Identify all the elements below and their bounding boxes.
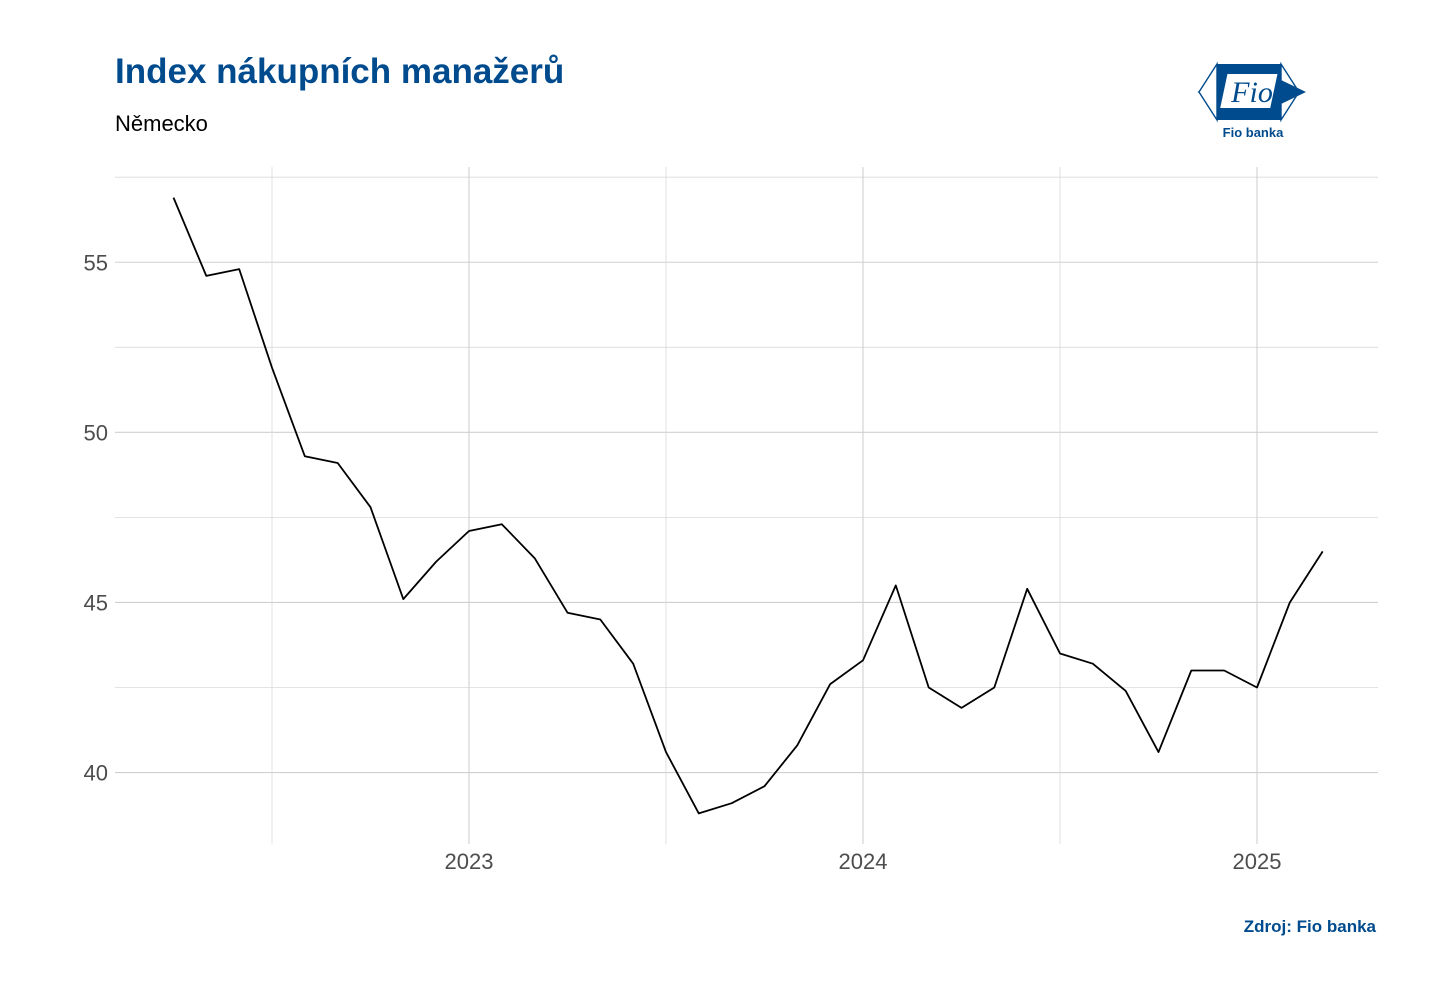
x-tick-label: 2025 (1233, 849, 1282, 874)
y-tick-label: 55 (84, 250, 108, 275)
source-note: Zdroj: Fio banka (1243, 917, 1376, 936)
fio-flag-icon: Fio (1197, 61, 1306, 123)
logo-caption: Fio banka (1222, 125, 1284, 140)
chart-subtitle: Německo (115, 111, 208, 136)
logo-mark-text: Fio (1230, 76, 1273, 109)
chart-title: Index nákupních manažerů (115, 52, 565, 91)
fio-logo: Fio Fio banka (1197, 61, 1309, 142)
y-tick-label: 50 (84, 420, 108, 445)
data-series (172, 197, 1324, 815)
x-tick-label: 2023 (445, 849, 494, 874)
y-tick-label: 40 (84, 761, 108, 786)
grid-lines (115, 167, 1378, 844)
axis-labels: 40 45 50 55 2023 2024 2025 (84, 250, 1282, 874)
y-tick-label: 45 (84, 590, 108, 615)
x-tick-label: 2024 (839, 849, 888, 874)
series-line (172, 197, 1324, 815)
